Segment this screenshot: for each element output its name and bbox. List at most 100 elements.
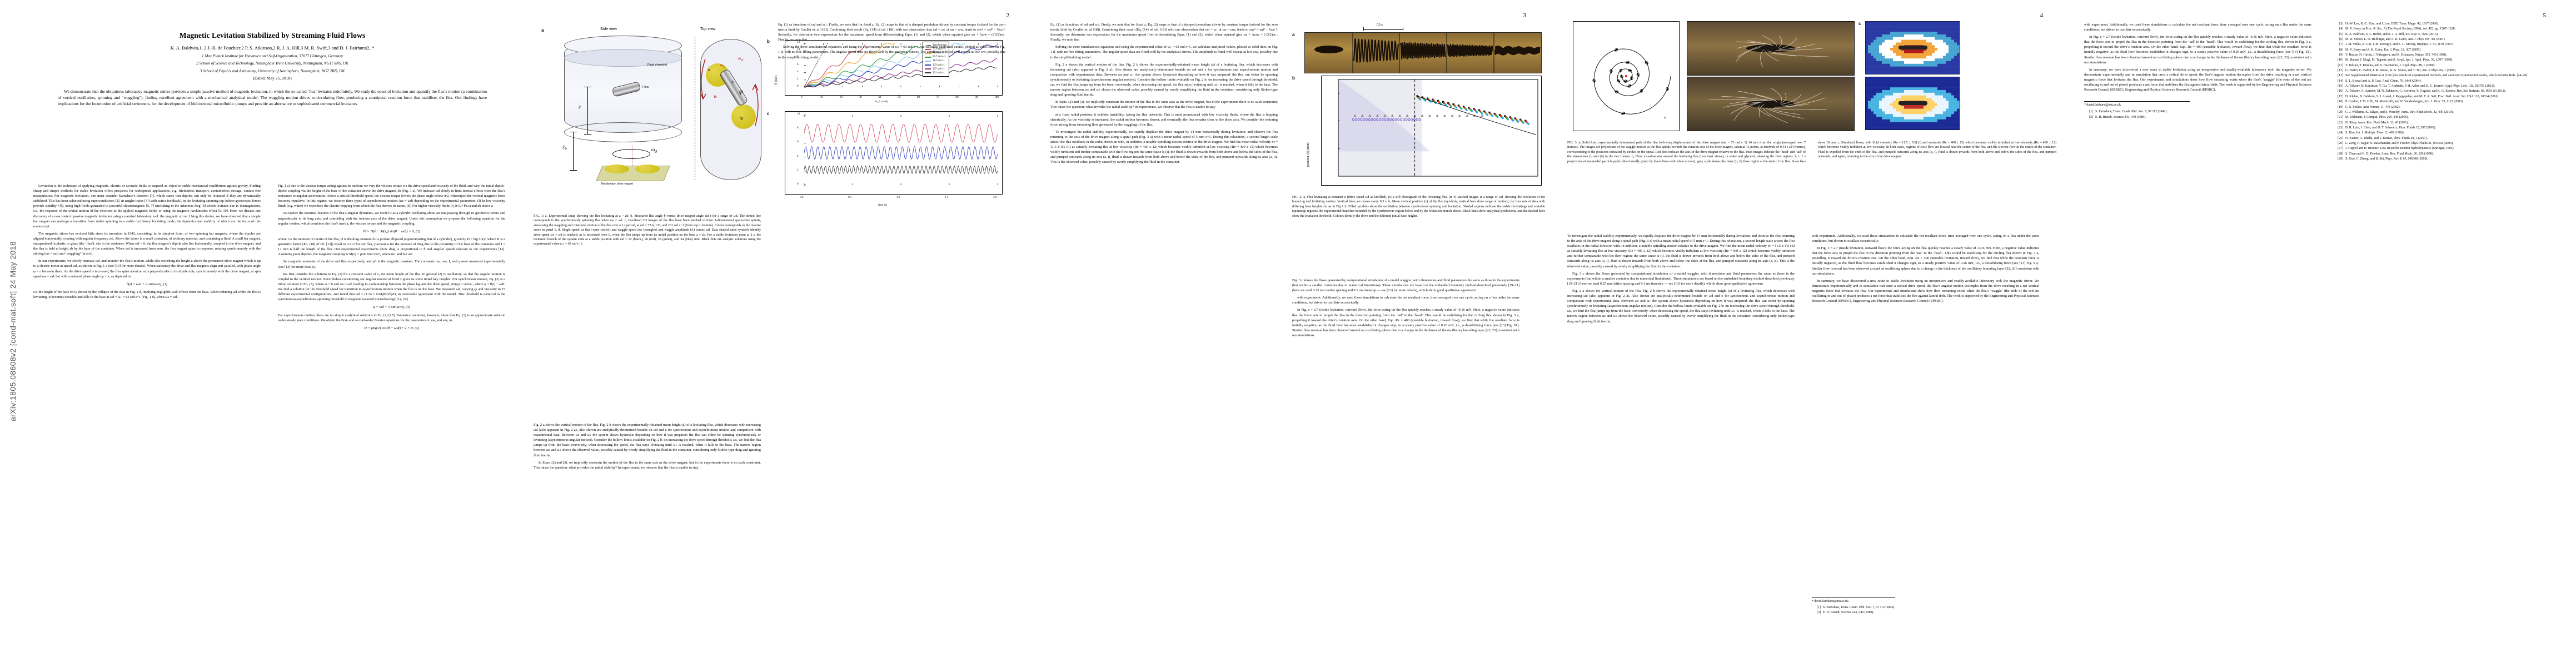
reference-item: [23] B. R. Lutz, J. Chen, and D. T. Schwa… <box>2334 126 2562 131</box>
reference-number: [21] <box>2334 116 2345 120</box>
reference-text: P. Coullet, J. M. Gilli, M. Monticelli, … <box>2345 100 2562 104</box>
axis-tick-label: 1.0 <box>896 196 900 199</box>
reference-number: [23] <box>2334 126 2345 131</box>
axis-tick-label: 4 <box>797 155 799 158</box>
axis-tick-label: 20 <box>840 96 843 99</box>
reference-item: [16] A. Tokarev, A. Aprelev, M. N. Zakhar… <box>2334 89 2562 94</box>
page-title: Magnetic Levitation Stabilized by Stream… <box>33 31 511 40</box>
reference-item: [1] S. Earnshaw, Trans. Camb. Phil. Soc. … <box>1812 606 1895 610</box>
paragraph: To capture the essential features of the… <box>278 211 505 226</box>
legend-swatch <box>925 72 931 73</box>
paragraph: Eq. (1) as functions of ωd and ω↓. First… <box>1050 22 1278 42</box>
reference-item: [9] Y. Ikezoe, N. Hirota, J. Nakagawa, an… <box>2334 53 2562 58</box>
figure3-caption: FIG. 3: a, Solid line: experimentally de… <box>1567 141 2056 164</box>
reference-number: [6] <box>2334 38 2345 42</box>
reference-number: [3] <box>2334 22 2345 27</box>
page-1: arXiv:1805.08608v2 [cond-mat.soft] 24 Ma… <box>0 0 522 667</box>
document-sheet: arXiv:1805.08608v2 [cond-mat.soft] 24 Ma… <box>0 0 2576 667</box>
rotation-arrows-icon <box>697 54 764 166</box>
reference-text: J. Happel and H. Brenner, Low Reynolds n… <box>2345 147 2562 151</box>
figure1-panel-b-ylabel: θ (rad) <box>775 76 778 84</box>
figure1-panel-c-xlabel: time (s) <box>878 203 887 207</box>
page2-column-left: Fig. 2 a shows the vertical motion of th… <box>534 422 761 472</box>
paragraph: To investigate the radial stability expe… <box>1050 130 1278 165</box>
reference-text: S. Earnshaw, Trans. Camb. Phil. Soc. 7, … <box>2095 110 2195 115</box>
reference-number: [17] <box>2334 95 2345 99</box>
reference-number: [15] <box>2334 84 2345 89</box>
reference-number: [11] <box>2334 64 2345 68</box>
reference-item: [7] J. M. Valles, K. Lin, J. M. Denegre, … <box>2334 43 2562 47</box>
paragraph: In Fig. c = 2.7 (inside levitation, outw… <box>1292 307 1519 338</box>
figure1-panel-b-label: b <box>767 39 770 44</box>
axis-tick-label: 60 <box>917 96 920 99</box>
reference-item: [26] L. Zeng, F. Najjar, S. Balachandar, … <box>2334 142 2562 146</box>
paragraph: To investigate the radial stability expe… <box>1567 233 1795 269</box>
z-label: z <box>579 104 581 109</box>
reference-text: S. Earnshaw, Trans. Camb. Phil. Soc. 7, … <box>1823 606 1895 610</box>
paragraph: with experiment. Additionally, we used t… <box>1292 295 1519 305</box>
reference-number: [2] <box>2084 116 2095 120</box>
axis-tick-label: 30 <box>859 96 861 99</box>
reference-text: S. L. Biswal and A. P. Gast, Anal. Chem.… <box>2345 79 2562 84</box>
figure2-panel-b-plot <box>1321 76 1542 186</box>
reference-text: H.-W. Lee, K.-C. Kim, and J. Lee, IEEE T… <box>2345 22 2562 27</box>
reference-list-right: [3] H.-W. Lee, K.-C. Kim, and J. Lee, IEE… <box>2334 22 2562 162</box>
footnote-email[interactable]: * david.fairhurst@ntu.ac.uk <box>1812 600 1895 604</box>
reference-item: [29] Z. Guo, C. Zheng, and B. Shi, Phys. … <box>2334 157 2562 162</box>
reference-text: T. Tokura, T. Kimura, and S. Hashimoto, … <box>2345 64 2562 68</box>
paragraph: In summary, we have discovered a new rou… <box>1812 278 2039 303</box>
reference-item: [19] C. S. Peskin, Acta Numer. 11, 479 (2… <box>2334 106 2562 110</box>
figure2-scalebar-label: 0.5 s <box>1377 23 1383 27</box>
reference-text: L. Zeng, F. Najjar, S. Balachandar, and … <box>2345 142 2562 146</box>
page2-column-right: Eq. (1) as functions of ωd and ω↓. First… <box>778 22 1005 62</box>
reference-text: M. V. Berry and A. K. Geim, Eur. J. Phys… <box>2345 48 2562 53</box>
paragraph: In summary, we have discovered a new rou… <box>2084 67 2311 92</box>
omega-d-label: ωd <box>651 147 657 154</box>
reference-item: [15] A. Tokarev, B. Kaufman, Y. Gu, T. An… <box>2334 84 2562 89</box>
legend-item: 201 rad s-1 <box>925 71 947 75</box>
paragraph: Fig. 3 c shows the flows generated by co… <box>1567 271 1795 286</box>
paragraph: Fig. 2 a shows the vertical motion of th… <box>1567 288 1795 324</box>
affiliation-1: 1 Max Planck Institute for Dynamics and … <box>33 53 511 59</box>
paragraph: Fig. 2 a shows the vertical motion of th… <box>1050 62 1278 98</box>
page4-column-right: with experiment. Additionally, we used t… <box>1812 233 2039 306</box>
reference-number: [4] <box>2334 27 2345 32</box>
page1-column-left: Levitation is the technique of applying … <box>33 183 261 302</box>
reference-item: [27] J. Happel and H. Brenner, Low Reynol… <box>2334 147 2562 151</box>
axis-tick-label: 4 <box>797 70 799 73</box>
figure1-panel-c-label: c <box>767 111 769 116</box>
paragraph: In Eqns. (2) and (3), we implicitly cons… <box>1050 99 1278 109</box>
reference-text: A. Tokarev, B. Kaufman, Y. Gu, T. Andruk… <box>2345 84 2562 89</box>
page3-column-left: Eq. (1) as functions of ωd and ω↓. First… <box>1050 22 1278 167</box>
axis-tick-label: 40 <box>878 96 881 99</box>
axis-tick-label: 90 <box>975 96 978 99</box>
reference-item: [24] S. Kim, Int. J. Multiph. Flow 12, 46… <box>2334 131 2562 136</box>
reference-text: C. S. Peskin, Acta Numer. 11, 479 (2002)… <box>2345 106 2562 110</box>
reference-text: D. Kleine, B. Baldwin, S. J. Anand, J. R… <box>2345 95 2562 99</box>
corresponding-author-footnote: * david.fairhurst@ntu.ac.uk [1] S. Earnsh… <box>1812 598 1895 616</box>
reference-item: [11] T. Tokura, T. Kimura, and S. Hashimo… <box>2334 64 2562 68</box>
paragraph: at a fixed radial position: it exhibits … <box>1050 112 1278 127</box>
reference-number: [9] <box>2334 53 2345 58</box>
arxiv-spine-label: arXiv:1805.08608v2 [cond-mat.soft] 24 Ma… <box>8 212 17 451</box>
reference-number: [5] <box>2334 33 2345 37</box>
side-view-label: Side view <box>600 27 617 31</box>
reference-number: [16] <box>2334 89 2345 94</box>
footnote-email[interactable]: * david.fairhurst@ntu.ac.uk <box>2084 103 2190 108</box>
reference-number: [7] <box>2334 43 2345 47</box>
reference-item: [5] K. A. Baldwin, S. L. Butler, and R. J… <box>2334 33 2562 37</box>
paragraph: the magnetic moments of the drive and fl… <box>278 259 505 269</box>
reference-number: [20] <box>2334 111 2345 115</box>
axis-tick-label: 6 <box>797 140 799 143</box>
equation-2: Iθ̈ = D(θ̇ − M(z)) sin(θ − ωdt) = 0, (2) <box>278 229 505 234</box>
reference-number: [8] <box>2334 48 2345 53</box>
reference-number: [1] <box>2084 110 2095 115</box>
figure-3: i ii b c FIG. 3: a, Solid line: experime… <box>1567 21 2056 193</box>
figure3-spiral-trajectory <box>1573 21 1680 131</box>
legend-label: 133 rad s-1 <box>933 63 945 67</box>
figure2-caption: FIG. 2: a, Flea levitating at constant z… <box>1292 195 1545 218</box>
reference-text: M. D. Simon, L. O. Heflinger, and A. K. … <box>2345 38 2562 42</box>
reference-item: [25] N. Kumar, A. Bhalla, and V. Kumar, P… <box>2334 137 2562 141</box>
date-line: (Dated: May 25, 2018) <box>33 76 511 81</box>
axis-tick-label: 10 <box>797 112 800 116</box>
